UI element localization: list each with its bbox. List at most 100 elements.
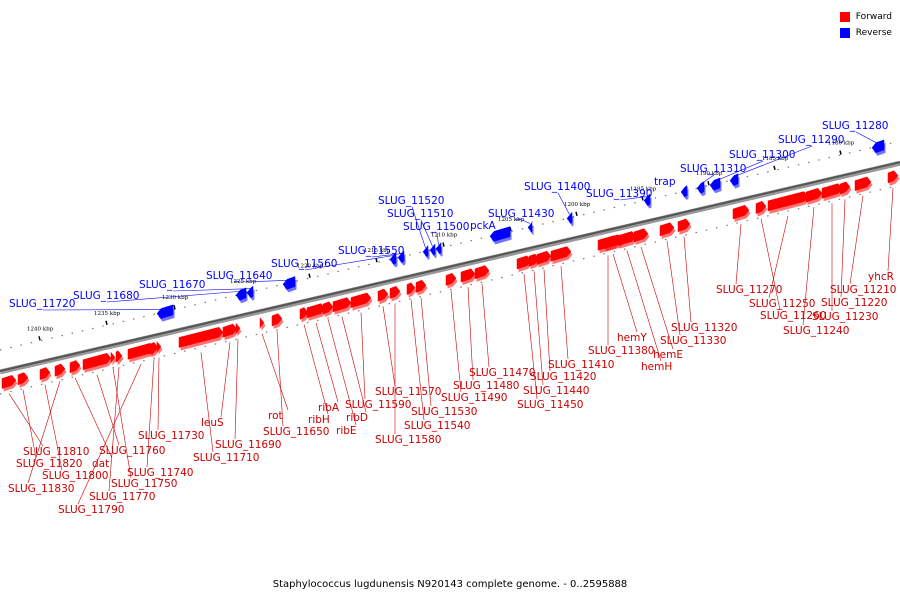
gene-label-slug_11820: SLUG_11820: [16, 458, 82, 470]
forward-gene-slug_11230-shade: [823, 186, 844, 202]
leader-leus: [220, 342, 231, 418]
tick-mark: [442, 242, 445, 247]
forward-gene-ribe-shade: [324, 304, 335, 318]
gene-label-ribe: ribE: [336, 425, 357, 437]
gene-label-slug_11690: SLUG_11690: [215, 439, 281, 451]
leader-slug_11470: [481, 283, 490, 368]
forward-gene-leus-shade: [224, 327, 239, 341]
reverse-gene-slug_11510-shade: [431, 247, 437, 259]
leader-slug_11240: [802, 206, 815, 326]
leader-slug_11450: [523, 274, 538, 400]
forward-gene-slug_11710-shade: [180, 330, 225, 351]
tick-label: 1195 kbp: [630, 186, 657, 192]
leader-slug_11410: [560, 266, 569, 360]
forward-gene-slug_11420-shade: [538, 254, 553, 268]
forward-gene-dat-shade: [71, 363, 82, 376]
reverse-gene-slug_11390-shade: [645, 197, 652, 209]
gene-label-slug_11300: SLUG_11300: [729, 149, 795, 161]
gene-label-slug_11260: SLUG_11260: [760, 310, 826, 322]
legend-forward-label: Forward: [855, 12, 892, 22]
legend-reverse-label: Reverse: [855, 28, 892, 38]
leader-slug_11490: [450, 290, 462, 393]
gene-label-slug_11280: SLUG_11280: [822, 120, 888, 132]
leader-slug_11250: [768, 215, 789, 299]
forward-gene-slug_11650-shade: [273, 316, 284, 329]
leader-slug_11280: [855, 131, 879, 144]
gene-label-slug_11640: SLUG_11640: [206, 270, 272, 282]
forward-gene-slug_11490-shade: [447, 276, 458, 289]
reverse-gene-slug_11300-shade: [711, 180, 722, 194]
leader-slug_11590: [360, 312, 366, 400]
gene-label-slug_11400: SLUG_11400: [524, 181, 590, 193]
gene-label-slug_11560: SLUG_11560: [271, 258, 337, 270]
reverse-gene-slug_11680-shade: [237, 290, 248, 304]
gene-label-slug_11650: SLUG_11650: [263, 426, 329, 438]
forward-gene-slug_11530-shade: [417, 283, 428, 296]
reverse-gene-pcka-shade: [491, 229, 512, 245]
leader-slug_11260: [760, 218, 781, 311]
forward-gene-slug_11480-shade: [462, 271, 477, 286]
leader-slug_11270: [735, 223, 742, 285]
gene-label-slug_11580: SLUG_11580: [375, 434, 441, 446]
reverse-gene-slug_11520-shade: [424, 248, 430, 260]
reverse-gene-slug_11290-shade: [731, 176, 740, 189]
legend: Forward Reverse: [839, 9, 892, 41]
gene-label-slug_11420: SLUG_11420: [530, 371, 596, 383]
gene-label-slug_11550: SLUG_11550: [338, 245, 404, 257]
forward-gene-rot-shade: [261, 320, 266, 332]
leader-hemy: [612, 253, 638, 333]
gene-label-slug_11570: SLUG_11570: [375, 386, 441, 398]
forward-gene-hemh-shade: [619, 234, 638, 249]
forward-gene-slug_11690-shade: [237, 326, 242, 338]
leader-slug_11820: [22, 389, 37, 459]
forward-gene-slug_11330-shade: [661, 225, 676, 239]
tick-label: 1205 kbp: [498, 217, 525, 223]
gene-label-slug_11680: SLUG_11680: [73, 290, 139, 302]
gene-label-slug_11240: SLUG_11240: [783, 325, 849, 337]
reverse-gene-slug_11280-shade: [873, 142, 886, 156]
gene-label-slug_11830: SLUG_11830: [8, 483, 74, 495]
leader-hemh: [626, 250, 662, 362]
gene-label-leus: leuS: [201, 417, 224, 429]
legend-forward-swatch: [839, 12, 850, 22]
leader-slug_11750: [112, 368, 132, 479]
leader-ribd: [341, 316, 367, 413]
tick-label: 1225 kbp: [230, 279, 257, 285]
leader-slug_11430: [521, 219, 531, 224]
forward-gene-slug_11570-shade: [379, 291, 390, 305]
leader-slug_11520: [411, 206, 426, 248]
leader-slug_11570: [382, 306, 396, 387]
gene-label-dat: dat: [92, 458, 109, 470]
leader-slug_11540: [410, 299, 425, 421]
reverse-gene-slug_11400-shade: [568, 215, 574, 227]
reverse-gene-slug_11720-shade: [158, 307, 175, 322]
gene-label-slug_11730: SLUG_11730: [138, 430, 204, 442]
leader-slug_11530: [420, 297, 432, 407]
reverse-gene-slug_11640-shade: [284, 279, 297, 293]
tick-mark: [773, 165, 776, 171]
tick-label: 1215 kbp: [364, 248, 391, 254]
gene-label-slug_11590: SLUG_11590: [345, 399, 411, 411]
legend-forward: Forward: [839, 9, 892, 25]
gene-label-slug_11710: SLUG_11710: [193, 452, 259, 464]
leader-slug_11400: [557, 192, 570, 215]
tick-mark: [308, 273, 311, 278]
gene-label-slug_11390: SLUG_11390: [586, 188, 652, 200]
forward-gene-slug_11810-shade: [3, 378, 18, 392]
leader-ribh: [303, 324, 329, 415]
gene-label-slug_11750: SLUG_11750: [111, 478, 177, 490]
gene-label-slug_11810: SLUG_11810: [23, 446, 89, 458]
forward-gene-slug_11210-shade: [856, 179, 873, 194]
leader-dat: [74, 377, 113, 459]
gene-label-slug_11670: SLUG_11670: [139, 279, 205, 291]
forward-gene-slug_11800-shade: [41, 370, 52, 383]
forward-gene-riba-shade: [308, 306, 327, 321]
leader-slug_11500: [436, 232, 439, 245]
gene-label-slug_11480: SLUG_11480: [453, 380, 519, 392]
legend-reverse: Reverse: [839, 25, 892, 41]
gene-label-slug_11310: SLUG_11310: [680, 163, 746, 175]
gene-label-slug_11250: SLUG_11250: [749, 298, 815, 310]
leader-slug_11650: [276, 330, 284, 427]
reverse-gene-trap-shade: [682, 188, 689, 201]
